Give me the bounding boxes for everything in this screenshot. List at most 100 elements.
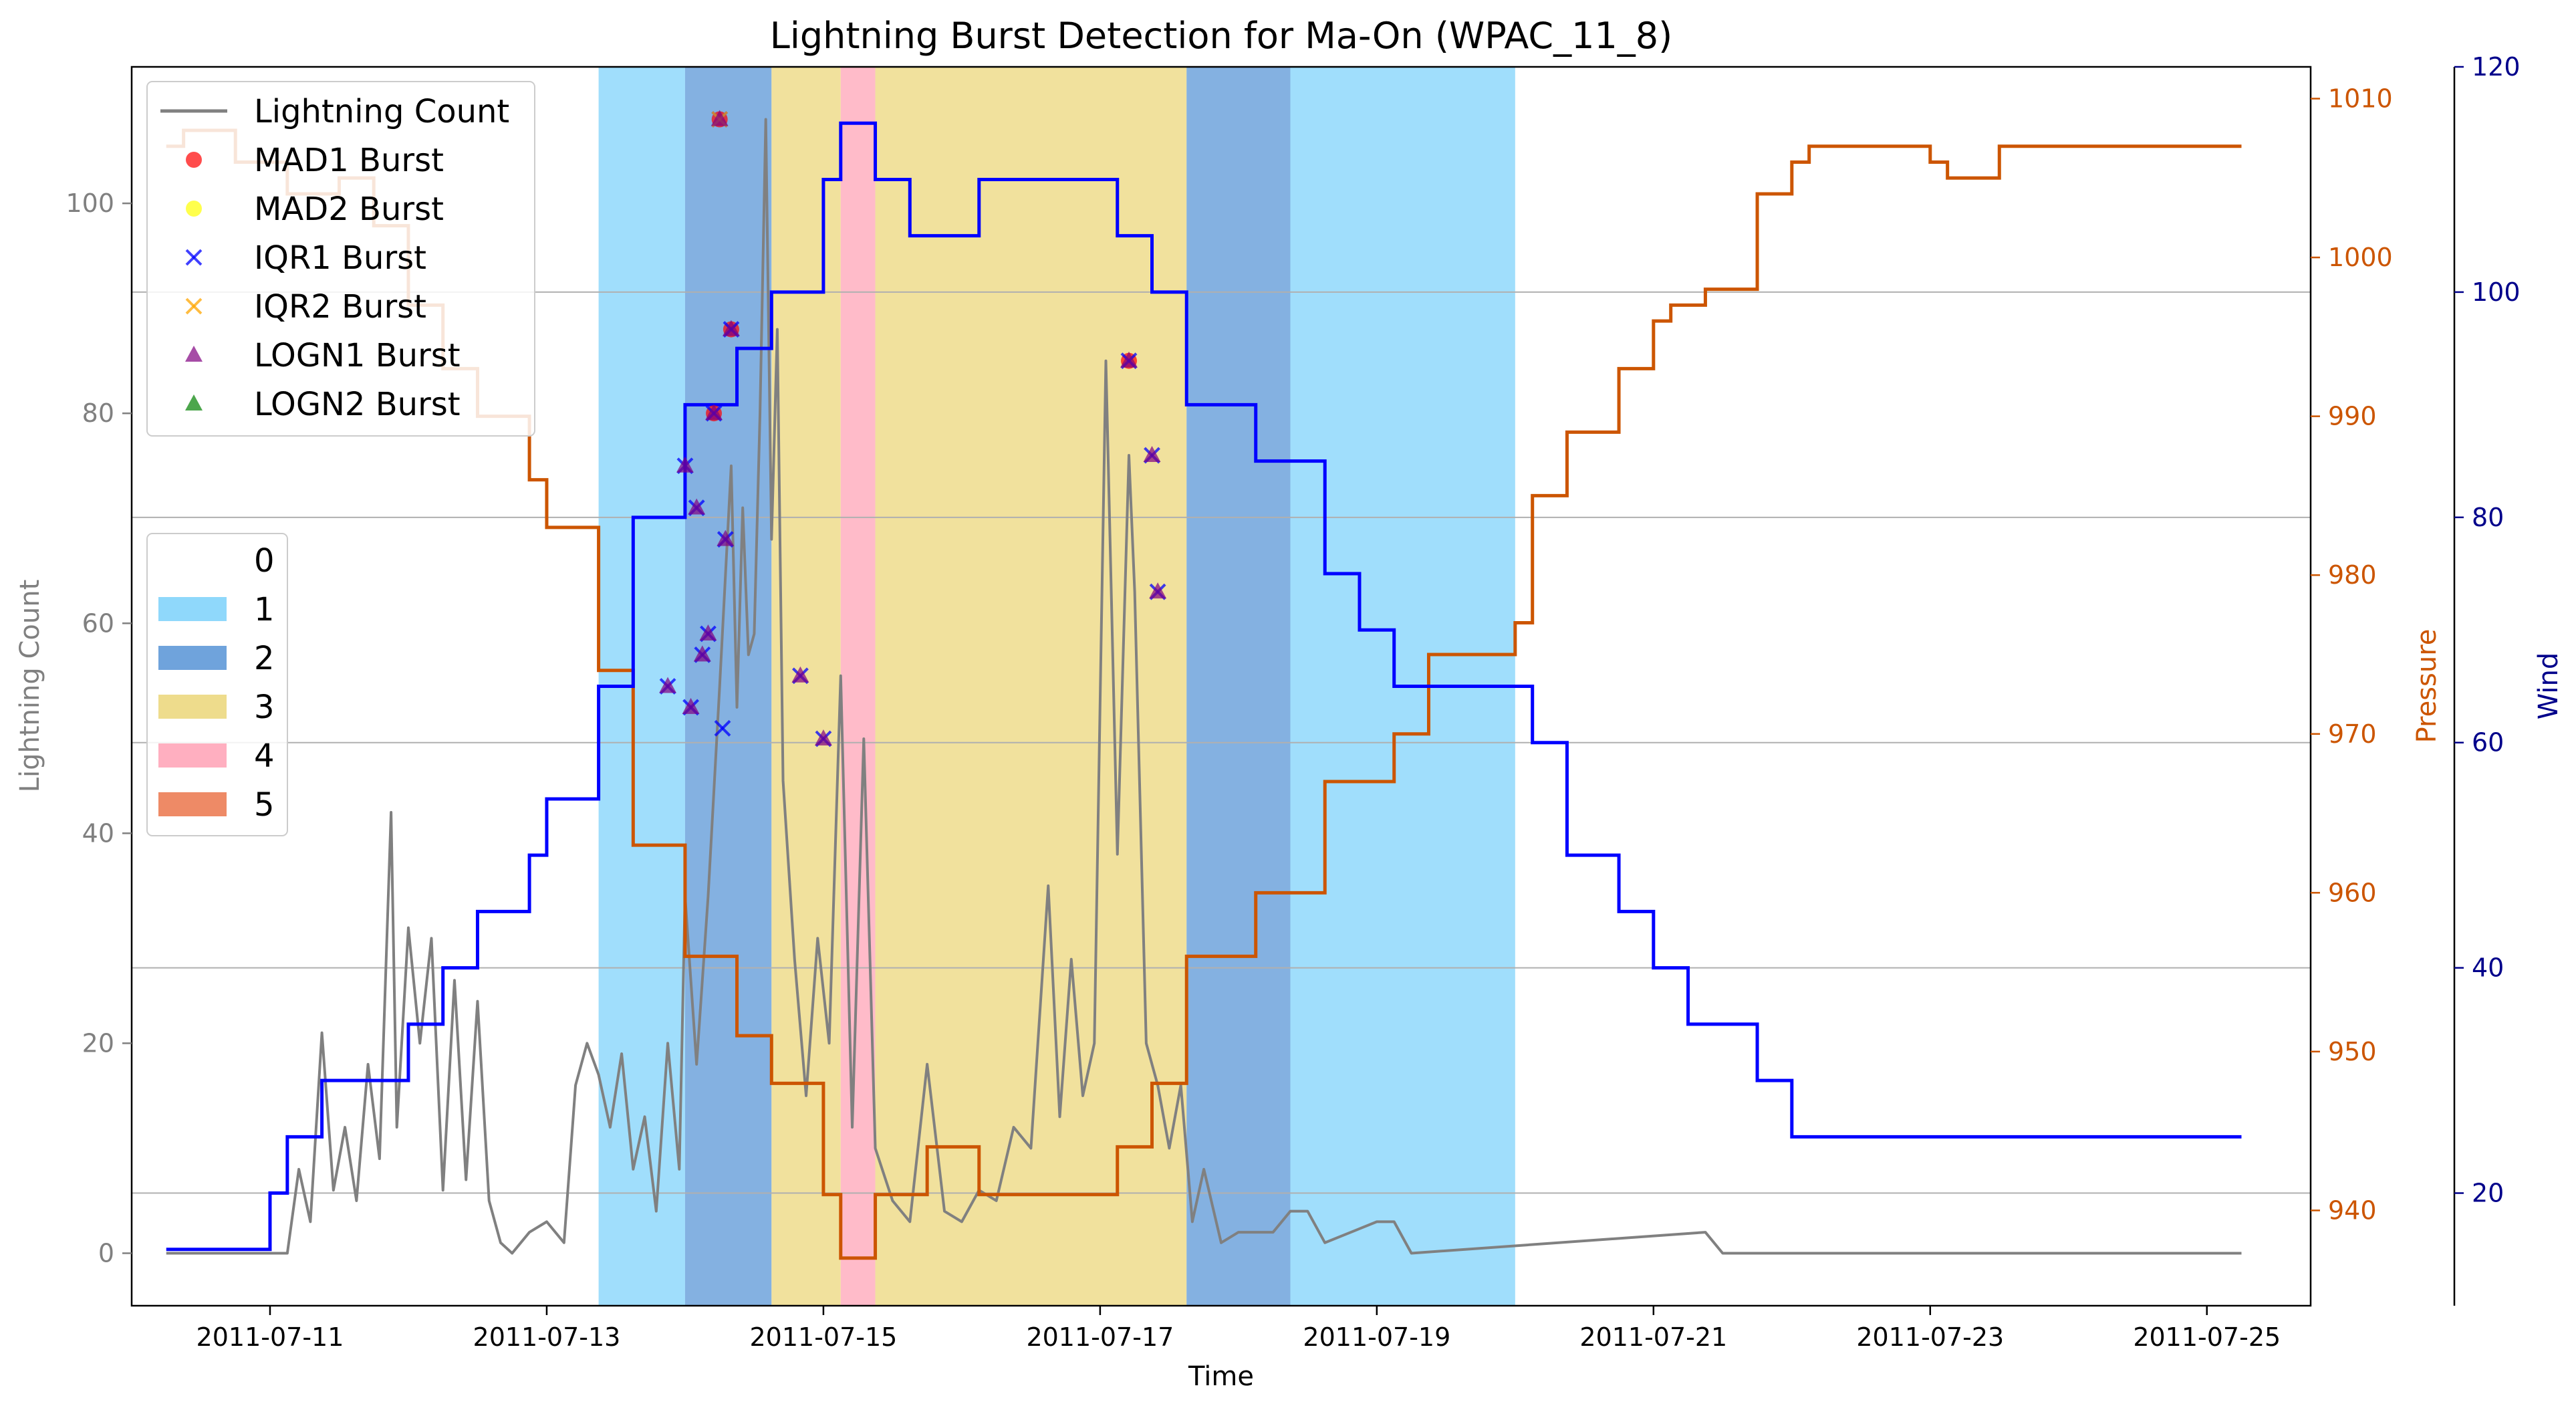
y-tick-label-left: 20 [82, 1028, 114, 1058]
y-tick-label-wind: 60 [2472, 728, 2504, 757]
y-tick-label-wind: 100 [2472, 277, 2521, 307]
x-tick-label: 2011-07-19 [1303, 1322, 1450, 1352]
logn1-burst-marker [682, 697, 700, 714]
logn1-burst-marker [693, 645, 711, 662]
y-tick-label-pressure: 990 [2328, 402, 2377, 431]
burst-point [722, 320, 740, 338]
burst-point [693, 645, 711, 663]
legend-label: LOGN1 Burst [254, 337, 461, 374]
logn1-burst-marker [814, 729, 832, 746]
burst-point [676, 456, 694, 475]
burst-point [682, 697, 700, 716]
legend-marker-swatch-stroke [185, 249, 203, 266]
iqr1-burst-marker [714, 719, 731, 737]
legend-category-label: 0 [254, 542, 275, 580]
legend-item: MAD1 Burst [186, 142, 444, 179]
x-tick-label: 2011-07-17 [1026, 1322, 1174, 1352]
burst-point [711, 110, 729, 128]
y-axis-label-pressure: Pressure [2412, 629, 2442, 743]
legend-category-swatch [158, 792, 227, 816]
y-tick-label-wind: 40 [2472, 953, 2504, 983]
category-band-3 [875, 67, 1187, 1306]
burst-point [705, 404, 723, 422]
y-tick-label-left: 40 [82, 818, 114, 848]
burst-markers [659, 110, 1167, 747]
burst-point [688, 498, 706, 516]
logn1-burst-marker [705, 404, 723, 421]
y-tick-label-pressure: 1000 [2328, 243, 2393, 272]
logn1-burst-marker [1143, 446, 1161, 463]
y-axis-label-lightning: Lightning Count [15, 580, 45, 793]
legend-category-swatch [158, 597, 227, 621]
legend-category-label: 2 [254, 640, 275, 677]
x-tick-label: 2011-07-21 [1579, 1322, 1727, 1352]
y-tick-label-left: 60 [82, 608, 114, 638]
legend-category-swatch [158, 743, 227, 768]
logn1-burst-marker [676, 456, 694, 473]
y-tick-label-pressure: 970 [2328, 719, 2377, 749]
burst-point [714, 719, 731, 737]
chart-title: Lightning Burst Detection for Ma-On (WPA… [770, 15, 1672, 57]
y-tick-label-wind: 20 [2472, 1179, 2504, 1208]
burst-point [1143, 446, 1161, 464]
legend-categories: 0 1 2 3 4 5 [146, 533, 288, 836]
y-tick-label-left: 0 [98, 1238, 114, 1268]
burst-point [699, 624, 717, 642]
legend-marker-swatch [185, 394, 203, 411]
legend-marker-swatch [185, 346, 203, 362]
y-tick-label-wind: 80 [2472, 503, 2504, 532]
burst-point [659, 677, 677, 695]
x-tick-label: 2011-07-15 [749, 1322, 897, 1352]
wind-line [166, 121, 2242, 1252]
legend-item: IQR1 Burst [185, 239, 426, 277]
lightning-series [166, 118, 2242, 1255]
y-tick-label-pressure: 940 [2328, 1195, 2377, 1225]
legend-category-label: 4 [254, 737, 275, 775]
legend-item: LOGN1 Burst [185, 337, 461, 374]
legend-category-item: 2 [158, 640, 275, 677]
y-tick-label-pressure: 1010 [2328, 84, 2393, 114]
x-tick-label: 2011-07-23 [1856, 1322, 2004, 1352]
x-tick-label: 2011-07-13 [473, 1322, 621, 1352]
legends: Lightning Count MAD1 Burst MAD2 Burst IQR1 … [146, 81, 535, 836]
legend-category-item: 1 [158, 591, 275, 628]
logn1-burst-marker [711, 110, 729, 126]
plot-frame [130, 66, 2312, 1307]
legend-item: MAD2 Burst [186, 191, 444, 228]
iqr1-burst-marker-stroke [714, 719, 731, 737]
y-axis-label-wind: Wind [2533, 653, 2564, 720]
legend-label: LOGN2 Burst [254, 386, 461, 423]
legend-marker-swatch [186, 152, 202, 168]
category-band-4 [840, 67, 876, 1306]
legend-category-item: 3 [158, 689, 275, 726]
burst-point [717, 530, 735, 548]
legend-category-item: 5 [158, 786, 275, 824]
legend-category-item: 4 [158, 737, 275, 775]
logn1-burst-marker [1120, 351, 1138, 368]
logn1-burst-marker [688, 498, 706, 515]
burst-point [814, 729, 832, 747]
logn1-burst-marker [717, 530, 735, 546]
legend-label: MAD1 Burst [254, 142, 444, 179]
y-tick-label-left: 80 [82, 398, 114, 428]
legend-category-item: 0 [158, 542, 275, 580]
logn1-burst-marker [791, 666, 809, 683]
y-tick-label-pressure: 960 [2328, 878, 2377, 907]
wind-gridlines [132, 291, 2311, 1194]
legend-category-swatch [158, 548, 227, 572]
legend-label: Lightning Count [254, 93, 509, 130]
category-bands [598, 67, 1515, 1306]
legend-series: Lightning Count MAD1 Burst MAD2 Burst IQR1 … [146, 81, 535, 437]
legend-marker-swatch [185, 298, 203, 315]
burst-point [791, 666, 809, 685]
x-tick-label: 2011-07-25 [2133, 1322, 2281, 1352]
lightning-count-line [166, 118, 2242, 1255]
legend-marker-swatch [185, 249, 203, 266]
category-band-2 [1186, 67, 1291, 1306]
burst-point [1120, 351, 1138, 370]
legend-category-swatch [158, 646, 227, 670]
legend-label: MAD2 Burst [254, 191, 444, 228]
legend-item: Lightning Count [160, 93, 509, 130]
category-band-2 [684, 67, 772, 1306]
